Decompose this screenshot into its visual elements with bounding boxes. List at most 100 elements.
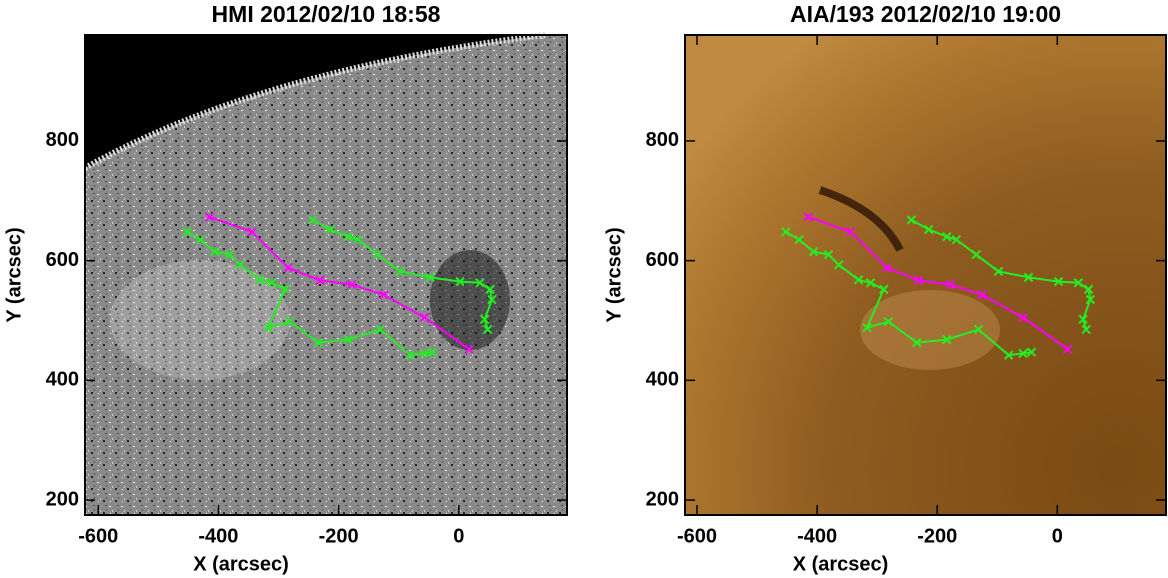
y-tick-label: 200 (46, 488, 79, 510)
trace-marker (862, 322, 872, 333)
trace-marker (1062, 344, 1073, 354)
trace-marker (375, 324, 385, 335)
trace-marker (395, 266, 405, 277)
trace-marker (942, 334, 952, 345)
trace-marker (482, 324, 493, 335)
trace-marker (353, 234, 363, 245)
trace-marker (971, 249, 981, 260)
trace-marker (419, 348, 430, 359)
trace-marker (195, 234, 206, 245)
x-axis-label: X (arcsec) (193, 553, 289, 575)
trace-marker (993, 266, 1004, 277)
trace-marker (879, 284, 889, 295)
y-tick-label: 400 (46, 369, 79, 391)
trace-marker (425, 272, 435, 283)
aia-image (685, 35, 1166, 515)
y-tick-label: 800 (646, 129, 679, 151)
trace-marker (1073, 278, 1084, 288)
y-axis-label: Y (arcsec) (3, 227, 25, 322)
x-tick-label: -600 (677, 525, 717, 547)
trace-marker (343, 334, 353, 345)
trace-marker (267, 278, 277, 288)
trace-marker (204, 212, 215, 222)
trace-marker (882, 263, 892, 273)
trace-marker (255, 275, 265, 285)
trace-marker (419, 312, 430, 323)
trace-line (807, 216, 1069, 351)
trace-marker (247, 227, 257, 237)
trace-marker (883, 316, 894, 327)
trace-marker (973, 324, 984, 335)
x-tick-label: -400 (797, 525, 837, 547)
trace-marker (263, 322, 274, 333)
trace-marker (347, 279, 357, 290)
trace-marker (1078, 314, 1088, 324)
trace-marker (210, 246, 220, 257)
trace-marker (924, 224, 934, 235)
y-tick-label: 600 (46, 249, 79, 271)
trace-marker (308, 215, 318, 225)
trace-line (209, 216, 470, 351)
trace-marker (1018, 348, 1028, 359)
trace-marker (945, 279, 956, 290)
y-tick-label: 600 (646, 249, 679, 271)
chart-title: HMI 2012/02/10 18:58 (212, 1, 441, 27)
trace-marker (313, 337, 323, 348)
x-tick-label: -200 (319, 525, 359, 547)
y-axis-label: Y (arcsec) (603, 227, 625, 322)
x-axis-label: X (arcsec) (793, 553, 889, 575)
trace-marker (977, 290, 987, 300)
trace-marker (182, 227, 192, 237)
trace-marker (1018, 312, 1028, 323)
trace-marker (794, 234, 804, 245)
trace-marker (475, 278, 485, 288)
trace-marker (479, 314, 490, 324)
trace-marker (464, 344, 474, 354)
trace-marker (1085, 294, 1096, 305)
trace-marker (808, 246, 819, 257)
trace-marker (1053, 276, 1064, 287)
x-tick-label: -200 (917, 525, 957, 547)
trace-marker (315, 275, 325, 286)
trace-marker (405, 350, 415, 360)
trace-marker (865, 278, 876, 288)
x-tick-label: 0 (1052, 525, 1063, 547)
trace-line (186, 231, 434, 357)
trace-marker (913, 275, 924, 286)
trace-marker (343, 231, 353, 242)
trace-marker (225, 249, 235, 260)
trace-line (785, 231, 1032, 357)
trace-marker (283, 263, 293, 273)
plot-frame (84, 34, 568, 516)
trace-marker (372, 249, 383, 260)
trace-marker (1081, 324, 1091, 335)
trace-marker (378, 290, 389, 300)
trace-marker (846, 227, 856, 237)
trace-marker (823, 249, 834, 260)
chart-title: AIA/193 2012/02/10 19:00 (790, 1, 1061, 27)
x-tick-label: 0 (453, 525, 464, 547)
trace-marker (906, 215, 917, 225)
trace-marker (1023, 272, 1034, 283)
x-tick-label: -600 (78, 525, 118, 547)
hmi-image (83, 32, 567, 515)
trace-marker (803, 212, 813, 222)
y-tick-label: 200 (646, 488, 679, 510)
trace-marker (951, 234, 962, 245)
plot-frame (684, 34, 1167, 516)
trace-marker (1083, 284, 1094, 295)
trace-marker (1003, 350, 1014, 360)
trace-marker (235, 260, 245, 270)
trace-marker (781, 227, 791, 237)
trace-marker (285, 316, 295, 327)
x-tick-label: -400 (198, 525, 238, 547)
trace-marker (912, 337, 922, 348)
trace-marker (1026, 347, 1037, 357)
trace-marker (487, 294, 497, 305)
trace-marker (853, 275, 864, 285)
y-tick-label: 800 (46, 129, 79, 151)
trace-marker (834, 260, 844, 270)
trace-marker (485, 284, 495, 295)
trace-marker (280, 284, 290, 295)
